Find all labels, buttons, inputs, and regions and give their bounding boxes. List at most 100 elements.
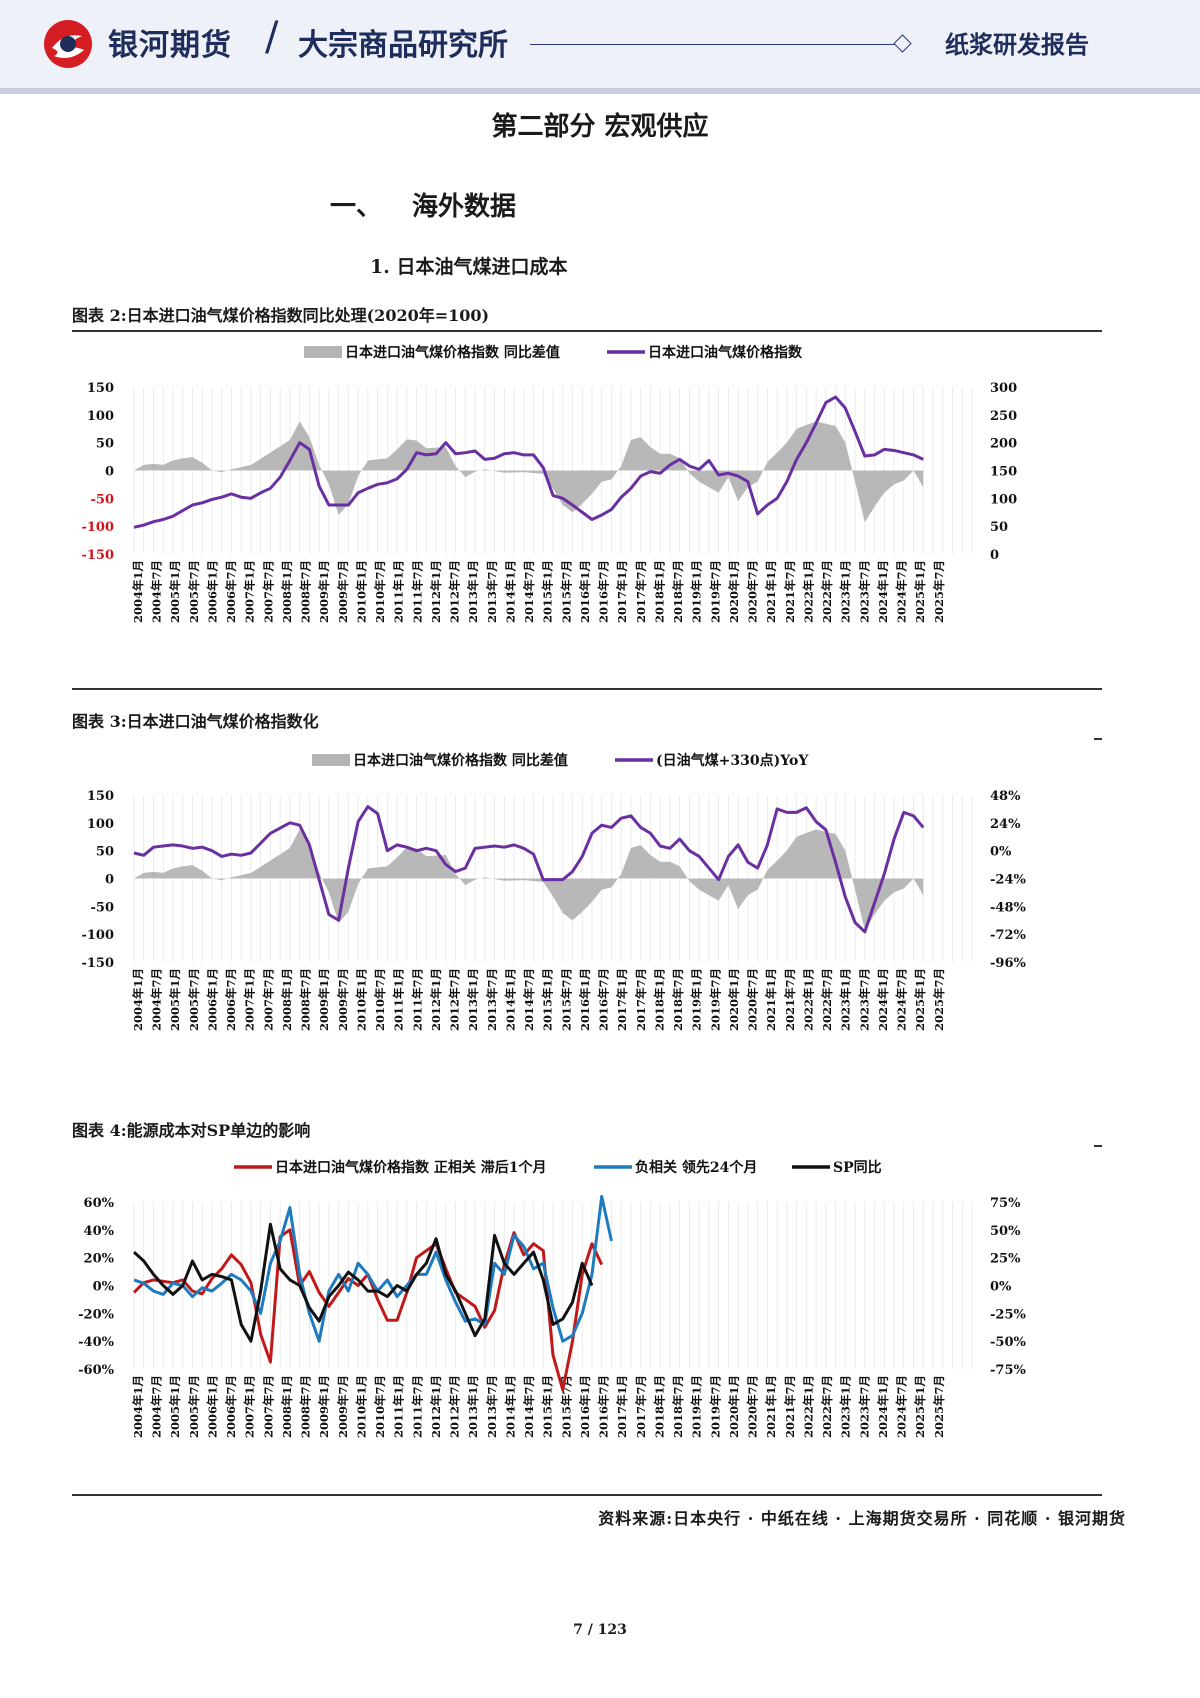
right-axis-tick-label: 200	[990, 437, 1017, 452]
x-axis-tick-label: 2004年7月	[150, 560, 164, 623]
x-axis-tick-label: 2006年1月	[205, 1375, 219, 1438]
left-axis-tick-label: -20%	[78, 1307, 114, 1322]
legend-swatch	[304, 346, 342, 358]
x-axis-tick-label: 2022年7月	[820, 1375, 834, 1438]
x-axis-tick-label: 2018年1月	[652, 560, 666, 623]
legend-label: 日本进口油气煤价格指数 同比差值	[353, 752, 568, 769]
x-axis-tick-label: 2011年1月	[392, 968, 406, 1031]
x-axis-tick-label: 2006年7月	[224, 968, 238, 1031]
right-axis-tick-label: 24%	[990, 817, 1021, 832]
left-axis-tick-label: -100	[81, 928, 114, 943]
x-axis-tick-label: 2006年7月	[224, 1375, 238, 1438]
figure-3-chart: 150 100 50 0 -50 -100 -150 48% 24% 0% -24% -48% -72%…	[81, 752, 1026, 1031]
x-axis-tick-label: 2024年1月	[876, 560, 890, 623]
x-axis-tick-label: 2024年7月	[895, 1375, 909, 1438]
x-axis-tick-label: 2010年1月	[354, 1375, 368, 1438]
right-axis-tick-label: 100	[990, 492, 1017, 507]
legend-label: (日油气煤+330点)YoY	[656, 752, 809, 769]
x-axis-tick-label: 2015年7月	[559, 968, 573, 1031]
x-axis-tick-label: 2016年1月	[578, 968, 592, 1031]
left-axis-tick-label: 0%	[93, 1280, 115, 1295]
source-note: 资料来源:日本央行 · 中纸在线 · 上海期货交易所 · 同花顺 · 银河期货	[598, 1509, 1126, 1528]
x-axis-tick-label: 2017年1月	[615, 968, 629, 1031]
x-axis-tick-label: 2023年7月	[857, 968, 871, 1031]
x-axis-tick-label: 2025年1月	[913, 968, 927, 1031]
left-axis-tick-label: -150	[81, 956, 114, 971]
x-axis-tick-label: 2018年1月	[652, 1375, 666, 1438]
x-axis-tick-label: 2019年1月	[690, 560, 704, 623]
legend-label: SP同比	[833, 1159, 882, 1176]
right-axis-tick-label: 25%	[990, 1252, 1021, 1267]
figure-4-caption: 图表 4:能源成本对SP单边的影响	[72, 1121, 311, 1140]
x-axis-tick-label: 2023年1月	[839, 968, 853, 1031]
left-axis-tick-label: 20%	[84, 1252, 115, 1267]
x-axis-tick-label: 2013年7月	[485, 968, 499, 1031]
chart-body: 60% 40% 20% 0% -20% -40% -60% 75% 50% 25% 0% -25% -5…	[78, 1194, 1026, 1438]
x-axis-tick-label: 2025年7月	[932, 560, 946, 623]
x-axis-tick-label: 2009年1月	[317, 560, 331, 623]
x-axis-tick-label: 2020年1月	[727, 1375, 741, 1438]
x-axis-tick-label: 2008年1月	[280, 1375, 294, 1438]
x-axis-tick-label: 2011年7月	[410, 1375, 424, 1438]
left-axis-tick-label: -100	[81, 520, 114, 535]
figure-2-chart: 150 100 50 0 -50 -100 -150 300 250 200 150 100 50 0 20…	[81, 344, 1017, 623]
x-axis-tick-label: 2024年7月	[895, 560, 909, 623]
left-axis-tick-label: 50	[96, 845, 114, 860]
x-axis-tick-label: 2013年7月	[485, 1375, 499, 1438]
x-axis-tick-label: 2010年7月	[373, 560, 387, 623]
x-axis-tick-label: 2024年7月	[895, 968, 909, 1031]
left-axis-tick-label: 0	[105, 873, 114, 888]
galaxy-futures-logo-icon	[44, 20, 92, 68]
x-axis-tick-label: 2012年1月	[429, 968, 443, 1031]
x-axis-tick-label: 2013年1月	[466, 560, 480, 623]
x-axis-tick-label: 2016年7月	[597, 1375, 611, 1438]
area-series-0	[134, 421, 924, 523]
x-axis-tick-label: 2017年7月	[634, 968, 648, 1031]
x-axis-tick-label: 2011年7月	[410, 560, 424, 623]
x-axis-tick-label: 2019年1月	[690, 968, 704, 1031]
x-axis-tick-label: 2021年7月	[783, 560, 797, 623]
x-axis-tick-label: 2005年1月	[168, 560, 182, 623]
x-axis-tick-label: 2007年1月	[243, 968, 257, 1031]
x-axis-tick-label: 2017年7月	[634, 1375, 648, 1438]
right-axis-tick-label: -50%	[990, 1335, 1026, 1350]
x-axis-tick-label: 2005年7月	[187, 1375, 201, 1438]
x-axis-tick-label: 2014年1月	[503, 968, 517, 1031]
left-axis-tick-label: 150	[87, 381, 114, 396]
line-series-1	[133, 1194, 613, 1343]
x-axis-tick-label: 2009年7月	[336, 560, 350, 623]
x-axis-tick-label: 2020年1月	[727, 968, 741, 1031]
x-axis-tick-label: 2018年1月	[652, 968, 666, 1031]
right-axis-tick-label: 150	[990, 465, 1017, 480]
x-axis-tick-label: 2025年7月	[932, 1375, 946, 1438]
header-rule	[530, 44, 900, 45]
legend-label: 日本进口油气煤价格指数	[648, 344, 803, 361]
x-axis-tick-label: 2017年1月	[615, 560, 629, 623]
x-axis-tick-label: 2010年1月	[354, 560, 368, 623]
right-axis-tick-label: 0	[990, 548, 999, 563]
x-axis-tick-label: 2022年1月	[801, 560, 815, 623]
x-axis-tick-label: 2025年1月	[913, 560, 927, 623]
x-axis-tick-label: 2011年1月	[392, 1375, 406, 1438]
x-axis-tick-label: 2014年7月	[522, 968, 536, 1031]
x-axis-tick-label: 2009年7月	[336, 968, 350, 1031]
right-axis-tick-label: -24%	[990, 873, 1026, 888]
left-axis-tick-label: -50	[91, 900, 115, 915]
left-axis-tick-label: -60%	[78, 1363, 114, 1378]
left-axis-tick-label: 40%	[84, 1224, 115, 1239]
x-axis-tick-label: 2012年7月	[448, 1375, 462, 1438]
x-axis-tick-label: 2022年7月	[820, 560, 834, 623]
figure-3-rule-mark	[1094, 738, 1102, 740]
x-axis-tick-label: 2015年7月	[559, 560, 573, 623]
page-number: 7 / 123	[573, 1622, 627, 1638]
section-title: 海外数据	[412, 192, 517, 222]
line-series-1	[133, 395, 924, 529]
figure-2-bottom-rule	[72, 688, 1102, 690]
x-axis-tick-label: 2014年7月	[522, 1375, 536, 1438]
x-axis-tick-label: 2020年7月	[746, 560, 760, 623]
x-axis-tick-label: 2019年7月	[708, 968, 722, 1031]
x-axis-tick-label: 2009年1月	[317, 1375, 331, 1438]
x-axis-tick-label: 2008年1月	[280, 968, 294, 1031]
right-axis-tick-label: 50	[990, 520, 1008, 535]
x-axis-tick-label: 2019年7月	[708, 1375, 722, 1438]
